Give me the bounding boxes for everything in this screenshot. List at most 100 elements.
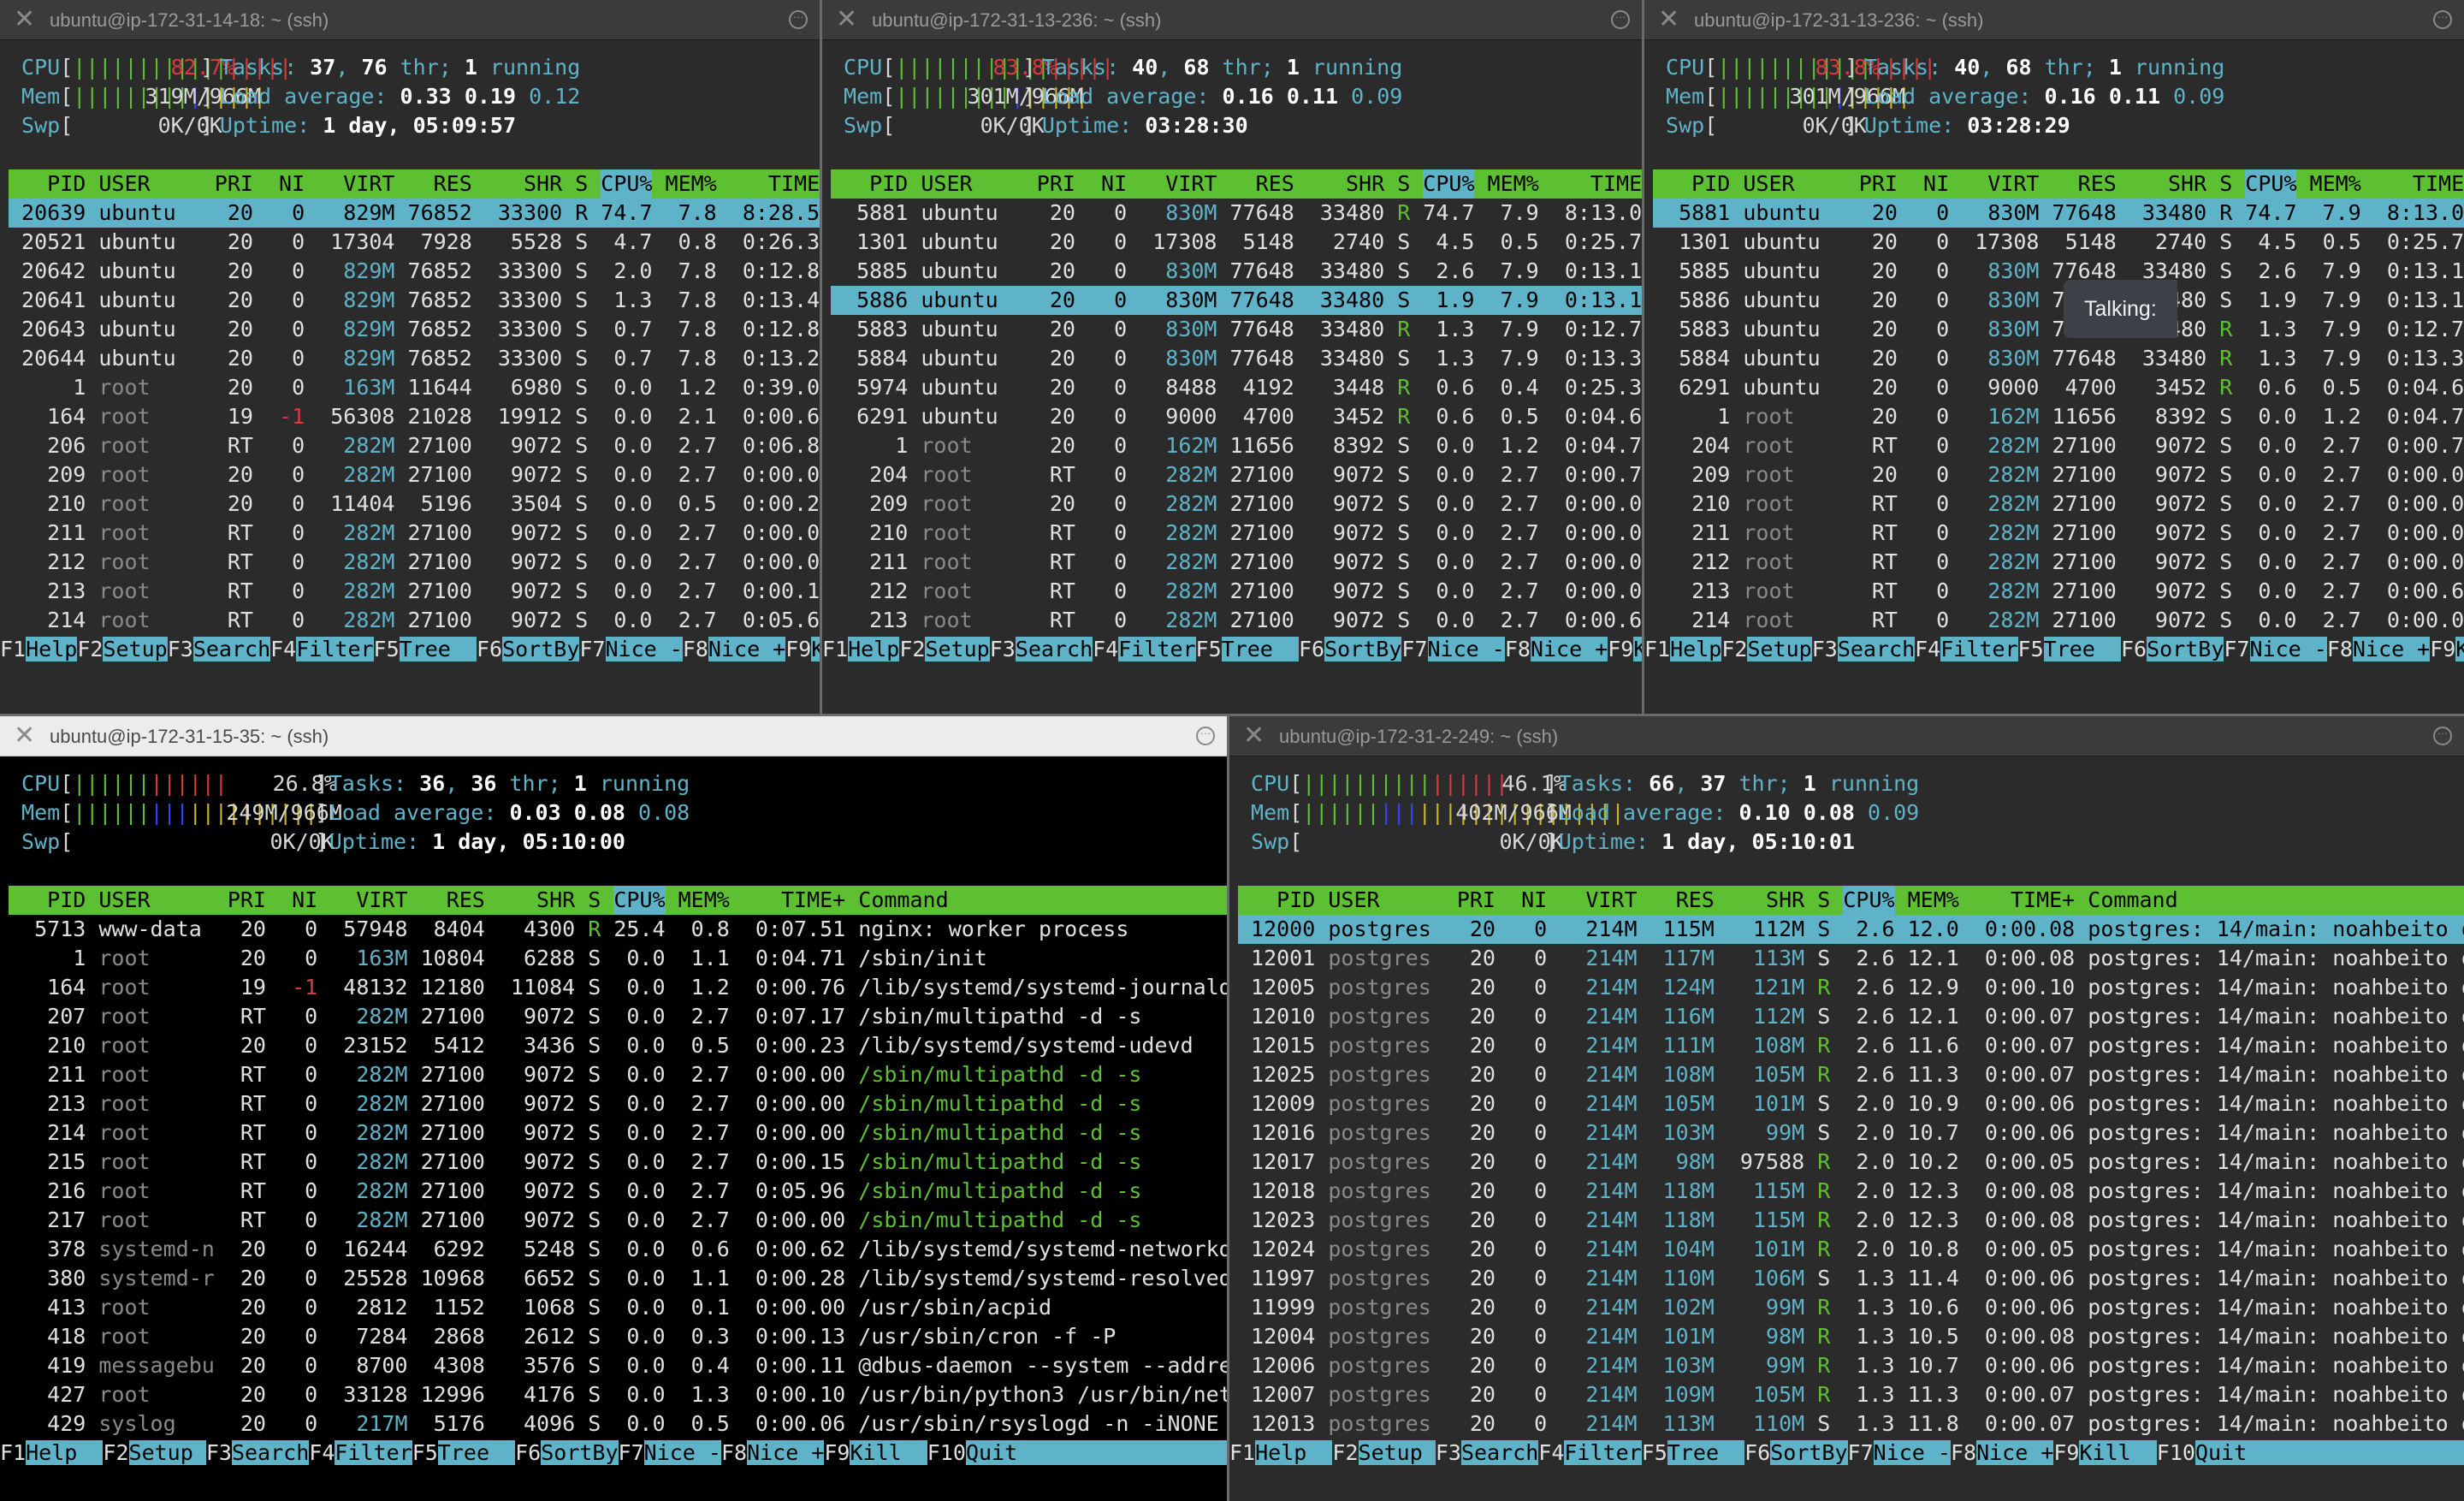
fkey-f8-label[interactable]: Nice +	[2352, 637, 2431, 662]
close-icon[interactable]: ✕	[836, 5, 858, 33]
close-icon[interactable]: ✕	[1243, 721, 1265, 750]
process-row[interactable]: 1 root 20 0 163M 10804 6288 S 0.0 1.1 0:04.71/sbin…	[9, 944, 1227, 973]
process-row[interactable]: 12010 postgres 20 0 214M 116M 112M S 2.6 12.1 0:00…	[1238, 1002, 2464, 1031]
column-header-user[interactable]: USER	[921, 171, 973, 196]
fkey-f4-label[interactable]: Filter	[1564, 1440, 1642, 1465]
fkey-f3-label[interactable]: Search	[192, 637, 271, 662]
column-header-virt[interactable]: VIRT	[343, 171, 395, 196]
process-row[interactable]: 12015 postgres 20 0 214M 111M 108M R 2.6 11.6 0:00…	[1238, 1031, 2464, 1060]
more-options-icon[interactable]: ···	[789, 10, 808, 29]
process-row[interactable]: 1301 ubuntu 20 0 17308 5148 2740 S 4.5 0.5 0:25.73…	[831, 228, 1642, 257]
process-row[interactable]: 429 syslog 20 0 217M 5176 4096 S 0.0 0.5 0:00.06/u…	[9, 1409, 1227, 1439]
process-row[interactable]: 418 root 20 0 7284 2868 2612 S 0.0 0.3 0:00.13/usr…	[9, 1322, 1227, 1351]
process-row[interactable]: 5884 ubuntu 20 0 830M 77648 33480 R 1.3 7.9 0:13.3…	[1653, 344, 2464, 373]
column-header-pri[interactable]: PRI	[227, 887, 266, 912]
fkey-f4-label[interactable]: Filter	[296, 637, 374, 662]
fkey-f5-label[interactable]: Tree	[1667, 1440, 1745, 1465]
column-header-virt[interactable]: VIRT	[356, 887, 408, 912]
fkey-f6-label[interactable]: SortBy	[1324, 637, 1402, 662]
process-row[interactable]: 20639 ubuntu 20 0 829M 76852 33300 R 74.7 7.8 8:28…	[9, 199, 820, 228]
column-header-mem[interactable]: MEM%	[2309, 171, 2361, 196]
column-header-shr[interactable]: SHR	[2167, 171, 2207, 196]
column-header-ni[interactable]: NI	[1521, 887, 1548, 912]
column-header-cpu[interactable]: CPU%	[1843, 886, 1895, 915]
fkey-f3-label[interactable]: Search	[1015, 637, 1093, 662]
column-header-time[interactable]: TIME+	[767, 171, 820, 196]
fkey-f2-label[interactable]: Setup	[103, 637, 168, 662]
column-header-pid[interactable]: PID	[869, 171, 909, 196]
column-header-user[interactable]: USER	[1743, 171, 1795, 196]
fkey-f9-label[interactable]: Kill	[850, 1440, 927, 1465]
column-header-user[interactable]: USER	[98, 887, 151, 912]
process-row[interactable]: 207 root RT 0 282M 27100 9072 S 0.0 2.7 0:07.17/sb…	[9, 1002, 1227, 1031]
column-header-cpu[interactable]: CPU%	[1423, 169, 1475, 199]
column-header-time[interactable]: TIME+	[2412, 171, 2464, 196]
column-header-pri[interactable]: PRI	[1456, 887, 1496, 912]
process-row[interactable]: 164 root 19 -1 48132 12180 11084 S 0.0 1.2 0:00.76…	[9, 973, 1227, 1002]
fkey-f6-label[interactable]: SortBy	[1770, 1440, 1848, 1465]
process-row[interactable]: 12024 postgres 20 0 214M 104M 101M R 2.0 10.8 0:00…	[1238, 1235, 2464, 1264]
process-row[interactable]: 12013 postgres 20 0 214M 113M 110M S 1.3 11.8 0:00…	[1238, 1409, 2464, 1439]
fkey-f3-label[interactable]: Search	[231, 1440, 310, 1465]
fkey-f7-label[interactable]: Nice -	[1427, 637, 1505, 662]
column-header-time[interactable]: TIME+	[1590, 171, 1642, 196]
process-row[interactable]: 12018 postgres 20 0 214M 118M 115M R 2.0 12.3 0:00…	[1238, 1177, 2464, 1206]
fkey-f10-label[interactable]: Quit	[2194, 1440, 2464, 1465]
column-header-user[interactable]: USER	[98, 171, 151, 196]
process-row[interactable]: 11999 postgres 20 0 214M 102M 99M R 1.3 10.6 0:00.…	[1238, 1293, 2464, 1322]
column-header-shr[interactable]: SHR	[536, 887, 576, 912]
column-header-res[interactable]: RES	[433, 171, 472, 196]
column-header-s[interactable]: S	[2219, 171, 2233, 196]
process-row[interactable]: 210 root 20 0 23152 5412 3436 S 0.0 0.5 0:00.23/li…	[9, 1031, 1227, 1060]
process-row[interactable]: 12004 postgres 20 0 214M 101M 98M R 1.3 10.5 0:00.…	[1238, 1322, 2464, 1351]
process-row[interactable]: 211 root RT 0 282M 27100 9072 S 0.0 2.7 0:00.00/sb…	[9, 1060, 1227, 1089]
more-options-icon[interactable]: ···	[1196, 727, 1215, 745]
fkey-f8-label[interactable]: Nice +	[747, 1440, 825, 1465]
column-header-time[interactable]: TIME+	[2010, 887, 2076, 912]
terminal-pane-3[interactable]: ✕ ubuntu@ip-172-31-13-236: ~ (ssh) ··· CPU[…	[1644, 0, 2464, 714]
process-row[interactable]: 11997 postgres 20 0 214M 110M 106M S 1.3 11.4 0:00…	[1238, 1264, 2464, 1293]
fkey-f7-label[interactable]: Nice -	[643, 1440, 721, 1465]
process-row[interactable]: 5886ubuntu200830M7764833480S1.97.90:13.1…	[1653, 286, 2464, 315]
column-header-s[interactable]: S	[1397, 171, 1411, 196]
column-header-virt[interactable]: VIRT	[1165, 171, 1217, 196]
fkey-f4-label[interactable]: Filter	[1940, 637, 2018, 662]
process-row[interactable]: 5884 ubuntu 20 0 830M 77648 33480 S 1.3 7.9 0:13.3…	[831, 344, 1642, 373]
process-row[interactable]: 12016 postgres 20 0 214M 103M 99M S 2.0 10.7 0:00.…	[1238, 1118, 2464, 1148]
column-header-pid[interactable]: PID	[47, 887, 86, 912]
process-row[interactable]: 5881 ubuntu 20 0 830M 77648 33480 R 74.7 7.9 8:13.…	[1653, 199, 2464, 228]
fkey-f1-label[interactable]: Help	[1255, 1440, 1333, 1465]
close-icon[interactable]: ✕	[14, 5, 36, 33]
fkey-f9-label[interactable]: Kill	[2079, 1440, 2157, 1465]
column-header-ni[interactable]: NI	[1101, 171, 1128, 196]
process-row[interactable]: 5883ubuntu200830M7764833480R1.37.90:12.7…	[1653, 315, 2464, 344]
more-options-icon[interactable]: ···	[2433, 10, 2452, 29]
process-row[interactable]: 1301 ubuntu 20 0 17308 5148 2740 S 4.5 0.5 0:25.73…	[1653, 228, 2464, 257]
column-header-shr[interactable]: SHR	[1345, 171, 1385, 196]
process-row[interactable]: 12017 postgres 20 0 214M 98M 97588 R 2.0 10.2 0:00…	[1238, 1148, 2464, 1177]
column-header-pri[interactable]: PRI	[214, 171, 253, 196]
fkey-f5-label[interactable]: Tree	[2043, 637, 2121, 662]
column-header-user[interactable]: USER	[1328, 887, 1380, 912]
process-row[interactable]: 5713 www-data 20 0 57948 8404 4300 R 25.4 0.8 0:07…	[9, 915, 1227, 944]
column-header-cpu[interactable]: CPU%	[2245, 169, 2297, 199]
process-row[interactable]: 6291ubuntu200900047003452R0.60.50:04.64h…	[831, 402, 1642, 431]
process-row[interactable]: 5974ubuntu200848841923448R0.60.40:25.37h…	[831, 373, 1642, 402]
fkey-f2-label[interactable]: Setup	[1747, 637, 1812, 662]
process-row[interactable]: 20641 ubuntu 20 0 829M 76852 33300 S 1.3 7.8 0:13.…	[9, 286, 820, 315]
process-row[interactable]: 12000 postgres 20 0 214M 115M 112M S 2.6 12.0 0:00…	[1238, 915, 2464, 944]
fkey-f9-label[interactable]: K	[811, 637, 820, 662]
